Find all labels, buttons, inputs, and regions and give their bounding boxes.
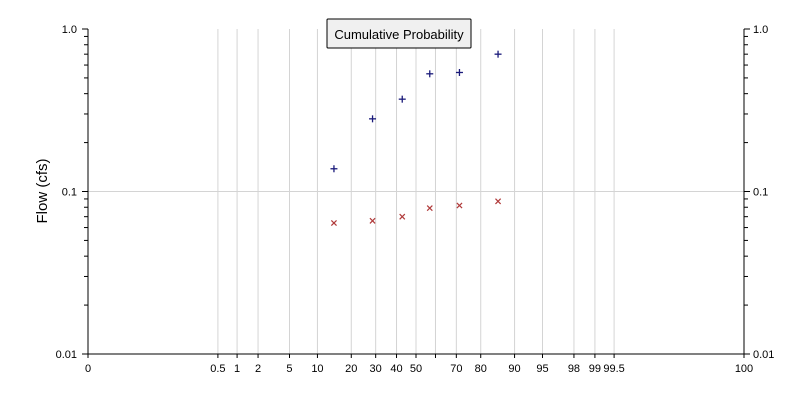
x-tick-label: 5 — [286, 363, 292, 375]
data-point-series-1 — [455, 68, 463, 76]
data-point-series-2 — [369, 217, 376, 224]
x-tick-label: 90 — [508, 363, 520, 375]
x-tick-label: 99 — [589, 363, 601, 375]
y-tick-label-left: 1.0 — [62, 24, 77, 36]
data-point-series-2 — [426, 205, 433, 212]
x-tick-label: 70 — [450, 363, 462, 375]
points-layer — [330, 50, 502, 227]
x-tick-label: 1 — [234, 363, 240, 375]
x-tick-label: 2 — [255, 363, 261, 375]
x-tick-label: 20 — [345, 363, 357, 375]
x-tick-label: 80 — [475, 363, 487, 375]
y-tick-label-right: 0.1 — [753, 187, 768, 199]
x-tick-label: 100 — [735, 363, 753, 375]
x-tick-label: 0.5 — [210, 363, 225, 375]
y-tick-label-right: 1.0 — [753, 24, 768, 36]
x-tick-label: 50 — [410, 363, 422, 375]
x-tick-label: 10 — [311, 363, 323, 375]
chart-title: Cumulative Probability — [334, 27, 464, 42]
chart-title-box: Cumulative Probability — [326, 18, 472, 49]
x-tick-label: 30 — [370, 363, 382, 375]
x-tick-label: 0 — [85, 363, 91, 375]
x-tick-label: 99.5 — [603, 363, 624, 375]
x-tick-label: 40 — [390, 363, 402, 375]
y-tick-label-right: 0.01 — [753, 349, 774, 361]
data-point-series-1 — [398, 95, 406, 103]
data-point-series-2 — [456, 202, 463, 209]
data-point-series-1 — [494, 50, 502, 58]
ticks-layer: 0 0.5 1 2 5 10 20 30 40 50 70 80 90 95 98 99 99.5 1000.01… — [56, 24, 775, 375]
data-point-series-1 — [330, 165, 338, 173]
y-tick-label-left: 0.1 — [62, 187, 77, 199]
x-tick-label: 98 — [568, 363, 580, 375]
y-tick-label-left: 0.01 — [56, 349, 77, 361]
data-point-series-1 — [426, 70, 434, 78]
chart-title-box-frame — [326, 18, 472, 49]
x-tick-label: 95 — [536, 363, 548, 375]
grid-layer — [88, 29, 744, 354]
data-point-series-2 — [495, 198, 502, 205]
y-axis-title: Flow (cfs) — [34, 159, 51, 224]
data-point-series-1 — [369, 115, 377, 123]
data-point-series-2 — [330, 219, 337, 227]
data-point-series-2 — [399, 213, 406, 220]
